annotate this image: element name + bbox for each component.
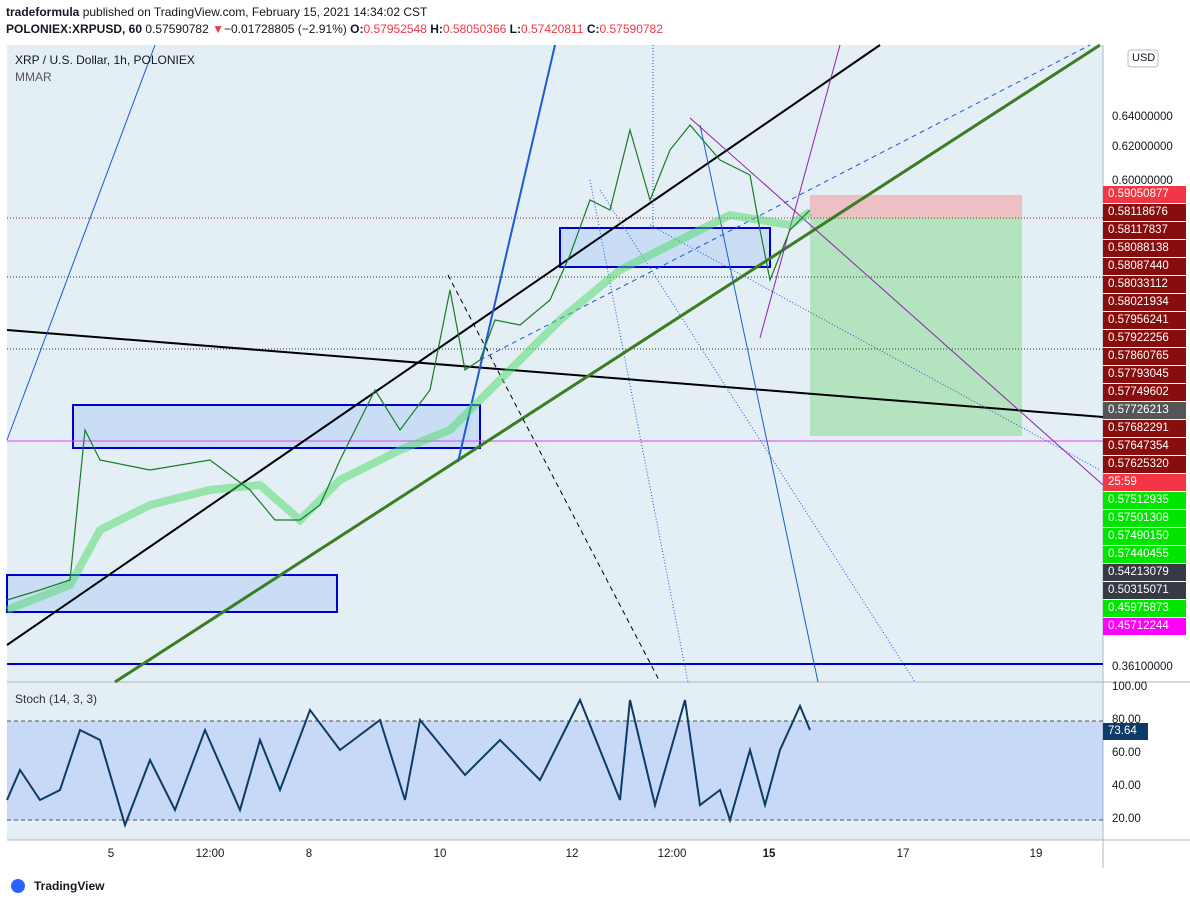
legend-title: XRP / U.S. Dollar, 1h, POLONIEX [15, 53, 195, 67]
stoch-line [6, 697, 811, 829]
logo [11, 879, 25, 893]
price-badge: 0.57956241 [1103, 312, 1186, 329]
l-label: L: [509, 22, 521, 36]
time-tick: 17 [896, 848, 910, 860]
currency: USD [1132, 52, 1156, 64]
price-badge: 0.59050877 [1103, 186, 1186, 203]
price-badge: 0.58118676 [1103, 204, 1186, 221]
price-badge: 0.57793045 [1103, 366, 1186, 383]
price-tick: 0.62000000 [1112, 141, 1173, 153]
trend-line [649, 224, 1101, 471]
price-badge: 0.57501308 [1103, 510, 1186, 527]
stop-zone [810, 195, 1022, 218]
trend-line [6, 44, 156, 441]
stoch-tick: 100.00 [1112, 681, 1148, 693]
trend-line [6, 44, 881, 646]
trend-line [447, 274, 661, 683]
price-badge: 0.57922256 [1103, 330, 1186, 347]
target-zone [810, 218, 1022, 436]
stoch-title: Stoch (14, 3, 3) [15, 692, 98, 706]
time-tick: 19 [1029, 848, 1043, 860]
trend-line [6, 329, 1104, 418]
trend-line [689, 117, 1104, 486]
author: tradeformula [6, 5, 80, 19]
stoch-tick: 40.00 [1112, 780, 1141, 792]
price-badge: 0.58033112 [1103, 276, 1186, 293]
price-badge: 0.57726213 [1103, 402, 1186, 419]
price-badge: 0.57512935 [1103, 492, 1186, 509]
price-tick: 0.36100000 [1112, 661, 1173, 673]
zone [6, 574, 338, 613]
symbol: POLONIEX:XRPUSD, 60 [6, 22, 143, 36]
open: 0.57952548 [363, 22, 427, 36]
time-tick: 10 [433, 848, 447, 860]
header: tradeformula published on TradingView.co… [6, 5, 427, 19]
h-label: H: [430, 22, 443, 36]
price-tick: 0.60000000 [1112, 175, 1173, 187]
price-badge: 0.58087440 [1103, 258, 1186, 275]
quote: POLONIEX:XRPUSD, 60 0.57590782 ▼−0.01728… [6, 22, 663, 36]
time-tick: 12:00 [195, 848, 225, 860]
low: 0.57420811 [520, 22, 584, 36]
ma-ribbon [5, 208, 813, 614]
high: 0.58050366 [442, 22, 507, 36]
o-label: O: [350, 22, 364, 36]
price-badge: 0.57860765 [1103, 348, 1186, 365]
arrow: ▼ [212, 22, 225, 36]
time-tick: 12:00 [657, 848, 687, 860]
price-badge: 0.57749602 [1103, 384, 1186, 401]
time-tick: 15 [762, 848, 776, 860]
indicator: MMAR [15, 70, 52, 84]
price-badge: 0.45975873 [1103, 600, 1186, 617]
price-badge: 0.57440455 [1103, 546, 1186, 563]
change: −0.01728805 (−2.91%) [224, 22, 347, 36]
price-badge: 0.57682291 [1103, 420, 1186, 437]
price-badge: 0.50315071 [1103, 582, 1186, 599]
time-tick: 8 [305, 848, 313, 860]
price-badge: 0.57625320 [1103, 456, 1186, 473]
stoch-tick: 20.00 [1112, 813, 1141, 825]
price-line [6, 124, 811, 601]
trend-line [457, 44, 556, 463]
trend-line [114, 43, 1101, 684]
trend-line [599, 189, 916, 683]
stoch-tick: 60.00 [1112, 747, 1141, 759]
price-badge: 0.57647354 [1103, 438, 1186, 455]
published: published on TradingView.com, February 1… [82, 5, 428, 19]
price-tick: 0.64000000 [1112, 111, 1173, 123]
time-tick: 12 [565, 848, 579, 860]
trend-line [589, 179, 689, 683]
price-badge: 0.54213079 [1103, 564, 1186, 581]
trend-line [759, 44, 841, 339]
price-badge: 0.45712244 [1103, 618, 1186, 635]
c-label: C: [586, 22, 600, 36]
last: 0.57590782 [145, 22, 209, 36]
price-badge: 25:59 [1103, 474, 1186, 491]
price-badge: 0.58117837 [1103, 222, 1186, 239]
stoch-band [7, 721, 1103, 820]
stoch-badge: 73.64 [1103, 723, 1148, 740]
time-tick: 5 [107, 848, 115, 860]
price-badge: 0.58021934 [1103, 294, 1186, 311]
price-badge: 0.58088138 [1103, 240, 1186, 257]
footer: TradingView [34, 879, 105, 893]
price-badge: 0.57490150 [1103, 528, 1186, 545]
close: 0.57590782 [599, 22, 663, 36]
currency-box [1127, 49, 1159, 68]
